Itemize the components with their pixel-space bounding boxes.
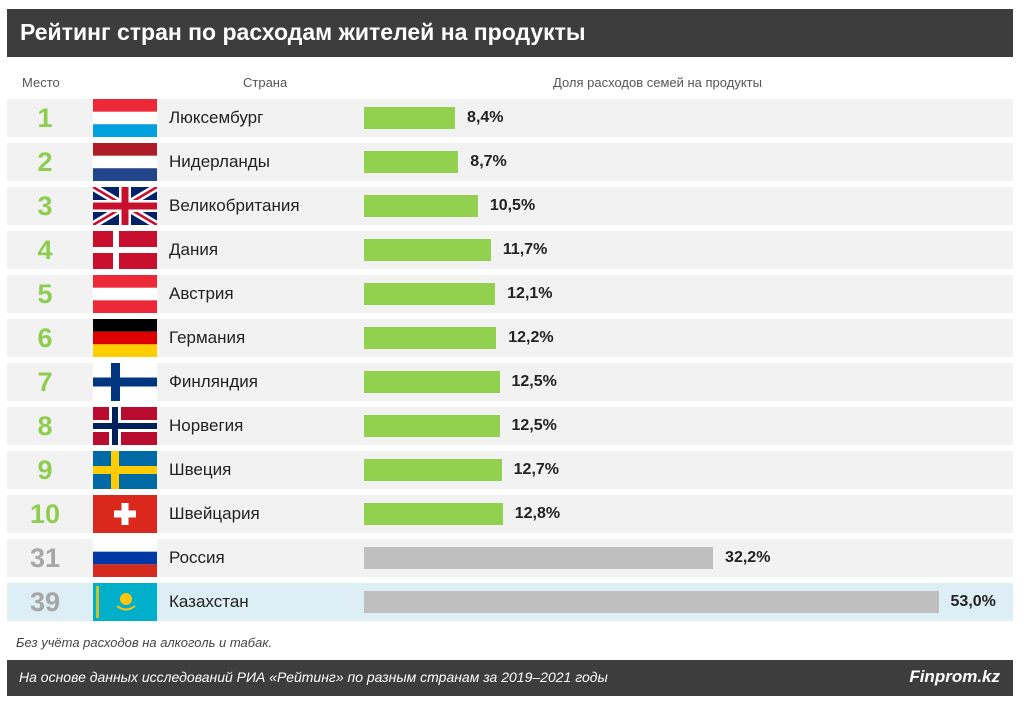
netherlands-flag-icon — [93, 143, 157, 181]
table-row: 3 Великобритания 10,5% — [7, 187, 1013, 225]
country-name: Дания — [169, 240, 219, 259]
bar — [364, 107, 456, 129]
table-row: 6 Германия 12,2% — [7, 319, 1013, 357]
switzerland-flag-icon — [93, 495, 157, 533]
rank-number: 39 — [29, 587, 61, 617]
bar — [364, 283, 496, 305]
russia-flag-icon — [93, 539, 157, 577]
title-bar: Рейтинг стран по расходам жителей на про… — [7, 9, 1013, 57]
country-name: Швеция — [169, 460, 232, 479]
table-row: 9 Швеция 12,7% — [7, 451, 1013, 489]
country-name: Финляндия — [169, 372, 258, 391]
table-row: 7 Финляндия 12,5% — [7, 363, 1013, 401]
rank-number: 6 — [37, 323, 53, 353]
bar — [364, 327, 497, 349]
value-label: 8,7% — [470, 153, 507, 170]
table-row: 39 Казахстан 53,0% — [7, 583, 1013, 621]
rank-number: 1 — [37, 103, 53, 133]
table-row: 8 Норвегия 12,5% — [7, 407, 1013, 445]
sweden-flag-icon — [93, 451, 157, 489]
rank-number: 8 — [37, 411, 53, 441]
rank-number: 9 — [37, 455, 53, 485]
value-label: 12,1% — [507, 285, 553, 302]
germany-flag-icon — [93, 319, 157, 357]
value-label: 12,5% — [511, 417, 557, 434]
rank-number: 2 — [37, 147, 53, 177]
value-label: 12,7% — [513, 461, 560, 478]
value-label: 12,5% — [511, 373, 557, 390]
united-kingdom-flag-icon — [93, 187, 157, 225]
rank-number: 7 — [37, 367, 53, 397]
bar — [364, 591, 939, 613]
chart-title: Рейтинг стран по расходам жителей на про… — [20, 19, 586, 45]
country-name: Швейцария — [169, 504, 260, 523]
country-name: Казахстан — [169, 592, 249, 611]
rank-number: 4 — [37, 235, 53, 265]
value-label: 12,8% — [514, 505, 561, 522]
bar — [364, 151, 459, 173]
country-name: Германия — [169, 328, 246, 347]
table-row: 5 Австрия 12,1% — [7, 275, 1013, 313]
country-name: Люксембург — [169, 108, 264, 127]
brand-logo: Finprom.kz — [909, 667, 1000, 686]
value-label: 10,5% — [489, 197, 536, 214]
bar — [364, 503, 503, 525]
value-label: 8,4% — [467, 109, 504, 126]
source-text: На основе данных исследований РИА «Рейти… — [19, 669, 608, 685]
rank-number: 10 — [29, 499, 61, 529]
bar — [364, 459, 502, 481]
table-row: 2 Нидерланды 8,7% — [7, 143, 1013, 181]
header-country: Страна — [243, 75, 288, 90]
footer-bar: На основе данных исследований РИА «Рейти… — [7, 660, 1013, 696]
bar — [364, 239, 491, 261]
country-name: Великобритания — [169, 196, 300, 215]
country-name: Россия — [169, 548, 225, 567]
kazakhstan-flag-icon — [93, 583, 157, 621]
norway-flag-icon — [93, 407, 157, 445]
table-row: 31 Россия 32,2% — [7, 539, 1013, 577]
country-name: Норвегия — [169, 416, 244, 435]
footnote: Без учёта расходов на алкоголь и табак. — [16, 635, 273, 650]
austria-flag-icon — [93, 275, 157, 313]
rank-number: 31 — [29, 543, 61, 573]
header-share: Доля расходов семей на продукты — [553, 75, 762, 90]
value-label: 32,2% — [725, 549, 771, 566]
finland-flag-icon — [93, 363, 157, 401]
value-label: 53,0% — [950, 593, 996, 610]
table-row: 10 Швейцария 12,8% — [7, 495, 1013, 533]
bar — [364, 415, 500, 437]
value-label: 11,7% — [502, 241, 548, 258]
value-label: 12,2% — [508, 329, 554, 346]
denmark-flag-icon — [93, 231, 157, 269]
table-row: 4 Дания 11,7% — [7, 231, 1013, 269]
bar — [364, 547, 714, 569]
bar — [364, 195, 478, 217]
country-name: Австрия — [169, 284, 234, 303]
rank-number: 3 — [37, 191, 53, 221]
rank-number: 5 — [37, 279, 53, 309]
luxembourg-flag-icon — [93, 99, 157, 137]
country-name: Нидерланды — [169, 152, 270, 171]
bar — [364, 371, 500, 393]
header-rank: Место — [22, 75, 60, 90]
table-row: 1 Люксембург 8,4% — [7, 99, 1013, 137]
